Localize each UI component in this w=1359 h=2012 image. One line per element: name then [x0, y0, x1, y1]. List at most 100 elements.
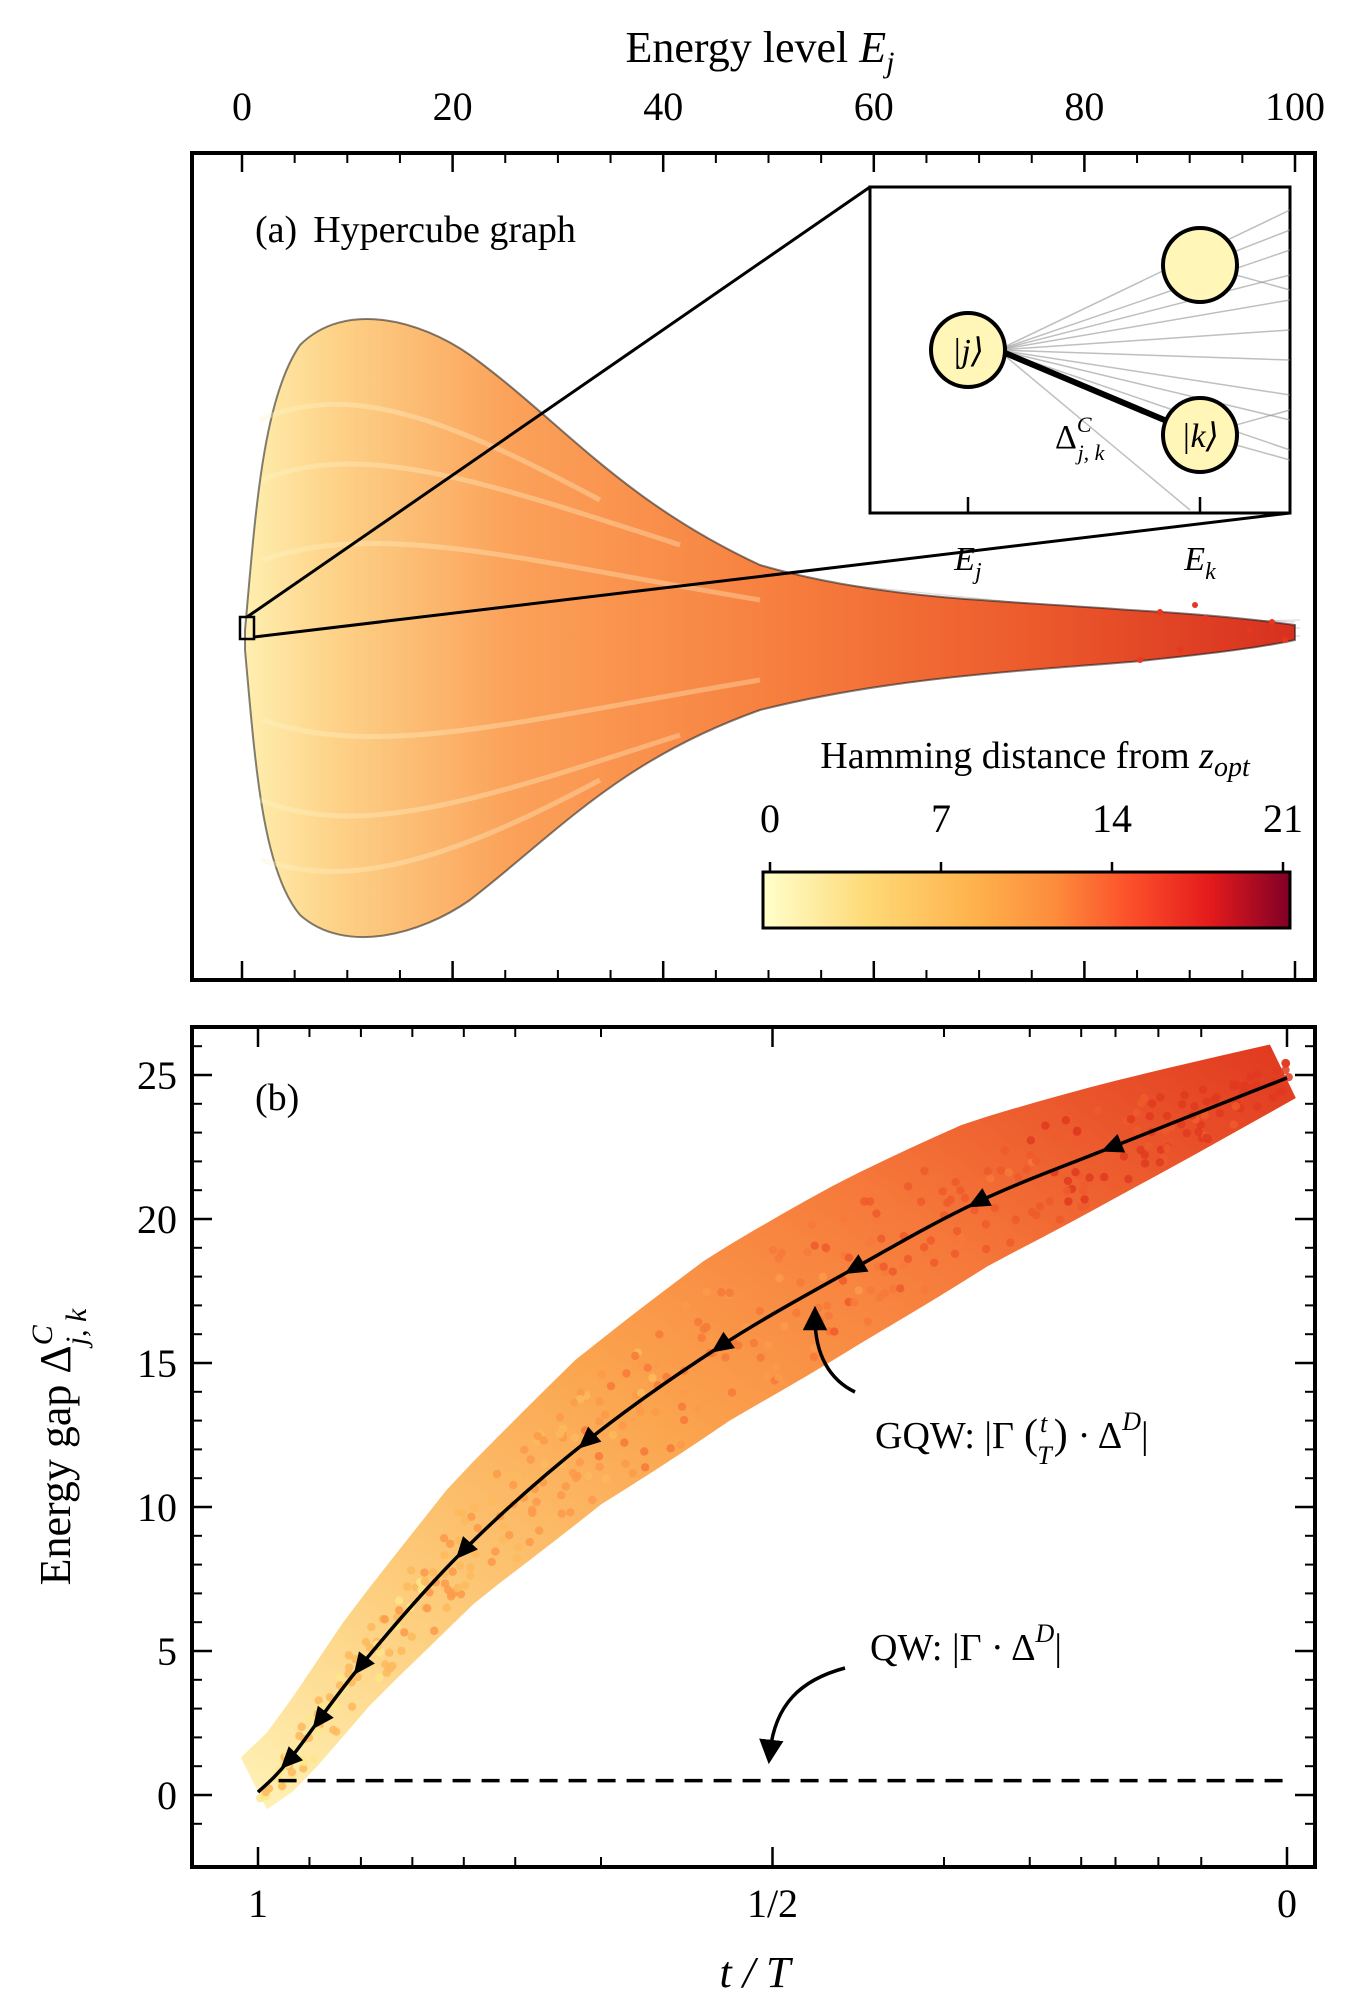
- panel-b-scatter-point: [380, 1615, 389, 1624]
- panel-b-scatter-point: [762, 1371, 771, 1380]
- panel-b-scatter-point: [1086, 1156, 1096, 1166]
- panel-b-scatter-point: [606, 1381, 616, 1391]
- panel-b-scatter-point: [916, 1197, 926, 1206]
- panel-b-scatter-point: [397, 1646, 406, 1656]
- panel-b-scatter-point: [1031, 1210, 1041, 1220]
- panel-b-scatter-point: [863, 1317, 872, 1326]
- panel-b-scatter-point: [982, 1244, 991, 1254]
- panel-b-scatter-point: [721, 1353, 730, 1362]
- panel-b-scatter-point: [1080, 1179, 1089, 1189]
- panel-b-scatter-point: [569, 1398, 578, 1407]
- panel-b-scatter-point: [1022, 1165, 1031, 1175]
- panel-b-scatter-point: [821, 1243, 830, 1252]
- panel-b-y-tick-label: 0: [157, 1773, 177, 1818]
- panel-b-scatter-point: [810, 1343, 819, 1353]
- panel-b-scatter-point: [344, 1663, 354, 1672]
- panel-b-scatter-point: [951, 1177, 960, 1187]
- panel-b-scatter-point: [659, 1337, 668, 1347]
- inset-axis-label-j: Ej: [953, 541, 982, 585]
- panel-b-scatter-point: [1210, 1095, 1219, 1104]
- panel-b-scatter-point: [1077, 1202, 1086, 1212]
- panel-b-scatter-point: [512, 1554, 521, 1563]
- panel-b-scatter-point: [640, 1447, 649, 1456]
- panel-b-scatter-point: [903, 1254, 913, 1264]
- panel-b-scatter-point: [601, 1474, 611, 1483]
- panel-b-scatter-point: [491, 1547, 500, 1556]
- panel-a-tail-points: [1137, 602, 1288, 663]
- panel-b-scatter-point: [693, 1404, 702, 1414]
- panel-b-scatter-point: [763, 1340, 773, 1350]
- panel-b-scatter-point: [637, 1359, 646, 1368]
- inset-node-j-label: |j⟩: [952, 333, 984, 370]
- panel-b-scatter-point: [919, 1243, 929, 1252]
- panel-b-scatter-point: [403, 1582, 412, 1591]
- panel-b-scatter-point: [595, 1397, 604, 1406]
- panel-b-scatter-point: [824, 1311, 833, 1320]
- panel-b-scatter-point: [466, 1563, 475, 1572]
- gqw-curve-arrowhead: [578, 1426, 602, 1449]
- panel-b-scatter-point: [500, 1522, 509, 1532]
- panel-b-scatter-point: [803, 1248, 812, 1257]
- panel-b-scatter-point: [467, 1512, 476, 1522]
- panel-b-scatter-point: [594, 1452, 604, 1461]
- panel-b-scatter-point: [727, 1388, 737, 1397]
- panel-b-scatter-point: [539, 1436, 548, 1445]
- inset-node-top: [1161, 226, 1239, 304]
- panel-b-scatter-point: [1190, 1102, 1199, 1111]
- panel-b-scatter-point: [780, 1322, 789, 1331]
- panel-b-scatter-point: [655, 1330, 664, 1339]
- panel-b-scatter-point: [981, 1220, 991, 1229]
- panel-b-scatter-point: [1231, 1101, 1241, 1111]
- panel-b-scatter-point: [775, 1273, 784, 1283]
- inset-node-j: [929, 311, 1007, 389]
- panel-b-scatter-point: [1182, 1128, 1192, 1138]
- panel-b-scatter-point: [1011, 1215, 1020, 1224]
- panel-b-scatter-point: [1041, 1121, 1050, 1130]
- panel-b-scatter-point: [679, 1389, 689, 1398]
- panel-b-scatter-point: [1071, 1167, 1080, 1177]
- panel-a-x-tick-label: 20: [433, 84, 473, 129]
- colorbar-title: Hamming distance from zopt: [820, 735, 1251, 783]
- panel-a-zoom-line-top: [246, 185, 871, 619]
- panel-b-scatter-point: [854, 1286, 863, 1295]
- panel-b-scatter-point: [1156, 1093, 1165, 1102]
- panel-b-scatter-point: [1006, 1238, 1015, 1247]
- panel-b-scatter-point: [597, 1370, 607, 1379]
- panel-b-scatter-point: [374, 1673, 384, 1682]
- panel-b-scatter-point: [648, 1373, 657, 1383]
- panel-b-scatter-point: [1119, 1152, 1129, 1161]
- panel-b-scatter-point: [595, 1417, 604, 1426]
- panel-b-scatter-point: [325, 1693, 335, 1702]
- panel-b-scatter-point: [261, 1787, 270, 1797]
- panel-b-scatter-point: [461, 1581, 470, 1590]
- panel-b-scatter-point: [844, 1253, 854, 1262]
- panel-b-scatter-point: [694, 1317, 703, 1327]
- gqw-curve-arrowhead: [280, 1746, 304, 1770]
- panel-b-x-tick-label: 0: [1277, 1881, 1297, 1926]
- panel-b-scatter-point: [952, 1226, 962, 1236]
- panel-b-scatter-point: [1124, 1174, 1133, 1184]
- panel-b-scatter-point: [453, 1583, 462, 1593]
- panel-b-scatter-point: [287, 1768, 297, 1777]
- panel-b-scatter-point: [532, 1497, 541, 1507]
- panel-b-scatter-point: [492, 1469, 502, 1479]
- panel-b-scatter-point: [839, 1214, 849, 1223]
- panel-b-scatter-point: [573, 1471, 582, 1481]
- panel-b-scatter-point: [796, 1278, 805, 1287]
- panel-b-scatter-point: [1051, 1132, 1061, 1141]
- panel-b-scatter-point: [556, 1491, 566, 1500]
- gqw-curve-arrowhead: [967, 1188, 992, 1208]
- panel-b-scatter-point: [428, 1568, 438, 1577]
- panel-a-x-tick-label: 0: [232, 84, 252, 129]
- panel-b-scatter-point: [652, 1361, 661, 1370]
- panel-b-scatter-point: [488, 1497, 497, 1507]
- panel-b-scatter-point: [823, 1301, 832, 1310]
- panel-b-scatter-point: [466, 1571, 475, 1581]
- panel-b-scatter-point: [946, 1195, 955, 1205]
- panel-b-scatter-point: [534, 1526, 544, 1535]
- panel-b-scatter-point: [814, 1303, 823, 1313]
- panel-b-scatter-point: [440, 1550, 449, 1560]
- panel-b-scatter-point: [299, 1764, 308, 1773]
- panel-b-scatter-point: [888, 1267, 897, 1276]
